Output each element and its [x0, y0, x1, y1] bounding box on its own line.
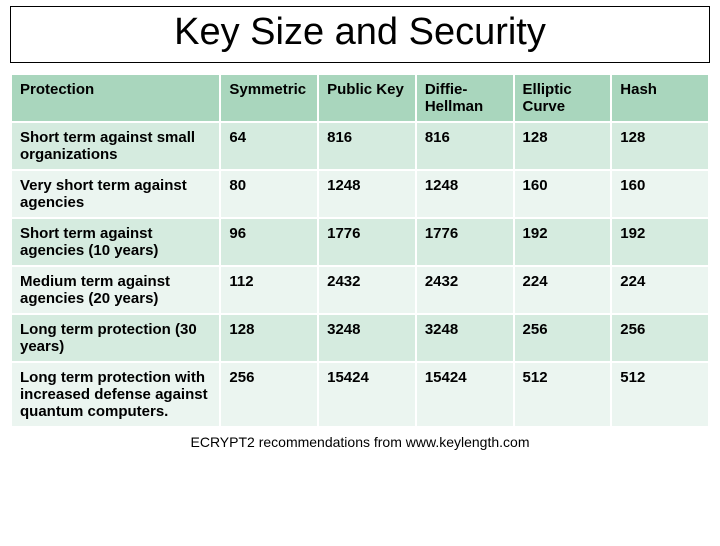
cell-ec: 256 — [514, 314, 612, 362]
table-row: Long term protection (30 years) 128 3248… — [11, 314, 709, 362]
cell-pubkey: 1248 — [318, 170, 416, 218]
cell-ec: 224 — [514, 266, 612, 314]
col-elliptic-curve: Elliptic Curve — [514, 74, 612, 122]
cell-symmetric: 256 — [220, 362, 318, 427]
cell-hash: 160 — [611, 170, 709, 218]
cell-dh: 1248 — [416, 170, 514, 218]
cell-hash: 192 — [611, 218, 709, 266]
cell-pubkey: 816 — [318, 122, 416, 170]
cell-protection: Short term against small organizations — [11, 122, 220, 170]
footer-note: ECRYPT2 recommendations from www.keyleng… — [0, 434, 720, 450]
cell-symmetric: 128 — [220, 314, 318, 362]
cell-dh: 816 — [416, 122, 514, 170]
page-title: Key Size and Security — [11, 11, 709, 54]
table-row: Short term against agencies (10 years) 9… — [11, 218, 709, 266]
table-row: Short term against small organizations 6… — [11, 122, 709, 170]
cell-protection: Short term against agencies (10 years) — [11, 218, 220, 266]
cell-ec: 192 — [514, 218, 612, 266]
cell-ec: 160 — [514, 170, 612, 218]
cell-protection: Medium term against agencies (20 years) — [11, 266, 220, 314]
cell-pubkey: 15424 — [318, 362, 416, 427]
cell-protection: Long term protection (30 years) — [11, 314, 220, 362]
col-symmetric: Symmetric — [220, 74, 318, 122]
title-box: Key Size and Security — [10, 6, 710, 63]
cell-protection: Long term protection with increased defe… — [11, 362, 220, 427]
key-size-table: Protection Symmetric Public Key Diffie-H… — [10, 73, 710, 428]
table-row: Medium term against agencies (20 years) … — [11, 266, 709, 314]
col-public-key: Public Key — [318, 74, 416, 122]
table-body: Short term against small organizations 6… — [11, 122, 709, 427]
table-header-row: Protection Symmetric Public Key Diffie-H… — [11, 74, 709, 122]
col-hash: Hash — [611, 74, 709, 122]
cell-dh: 2432 — [416, 266, 514, 314]
cell-hash: 224 — [611, 266, 709, 314]
col-diffie-hellman: Diffie-Hellman — [416, 74, 514, 122]
cell-ec: 512 — [514, 362, 612, 427]
cell-dh: 3248 — [416, 314, 514, 362]
col-protection: Protection — [11, 74, 220, 122]
cell-hash: 256 — [611, 314, 709, 362]
cell-symmetric: 112 — [220, 266, 318, 314]
cell-ec: 128 — [514, 122, 612, 170]
cell-pubkey: 3248 — [318, 314, 416, 362]
cell-hash: 128 — [611, 122, 709, 170]
cell-symmetric: 80 — [220, 170, 318, 218]
table-row: Very short term against agencies 80 1248… — [11, 170, 709, 218]
cell-hash: 512 — [611, 362, 709, 427]
cell-dh: 15424 — [416, 362, 514, 427]
cell-pubkey: 1776 — [318, 218, 416, 266]
cell-symmetric: 64 — [220, 122, 318, 170]
cell-symmetric: 96 — [220, 218, 318, 266]
cell-dh: 1776 — [416, 218, 514, 266]
cell-pubkey: 2432 — [318, 266, 416, 314]
table-row: Long term protection with increased defe… — [11, 362, 709, 427]
cell-protection: Very short term against agencies — [11, 170, 220, 218]
